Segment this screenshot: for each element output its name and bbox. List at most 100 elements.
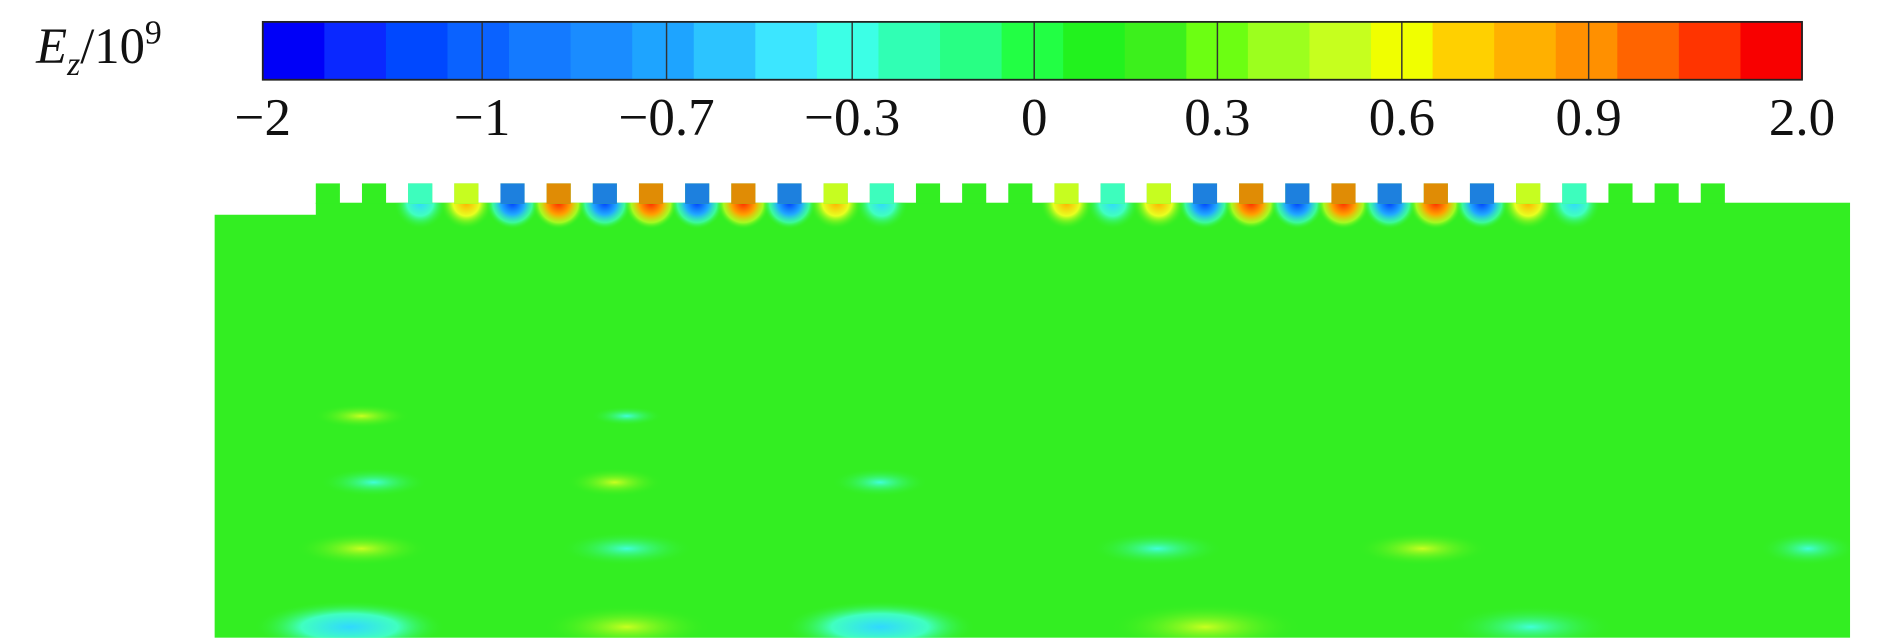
tooth-fill [1100,183,1125,204]
field-patch [253,600,446,638]
label-subscript: z [66,46,80,83]
tooth-fill [638,183,664,204]
colorbar-band [1309,21,1372,80]
tooth-fill [1423,183,1448,204]
colorbar-band [1124,21,1188,80]
field-spot [1039,202,1094,230]
tooth-fill [731,183,756,204]
colorbar-band [1740,21,1803,80]
field-spot [809,202,863,230]
label-rest: /10 [80,18,145,74]
tooth-fill [685,183,710,204]
field-patch [560,531,694,566]
tooth-fill [408,183,433,204]
field-patch [295,531,428,566]
colorbar-band [385,21,449,80]
tooth-fill [546,183,571,204]
tooth [1700,183,1725,204]
colorbar-tick-label: −1 [454,89,510,147]
field-patch [831,467,929,497]
grating-teeth [315,183,1725,204]
tooth-fill [1562,183,1587,204]
colorbar-tick-label: 0.6 [1369,89,1435,147]
tooth-fill [1377,183,1402,204]
colorbar-band [1432,21,1495,80]
field-spot [393,202,447,230]
colorbar-label: Ez/109 [35,15,162,83]
colorbar-band [262,21,326,80]
field-patch [1759,531,1851,566]
field-spot [1132,202,1186,230]
tooth [315,183,340,204]
field-spot [1178,202,1232,230]
field-spot [1547,202,1601,230]
colorbar-band [878,21,941,80]
colorbar-band [447,21,510,80]
field-patch [590,406,663,426]
field-spot [532,202,586,230]
field-patch [783,600,977,638]
field-spot [1501,202,1555,230]
colorbar-band [755,21,818,80]
tooth-fill [869,183,894,204]
colorbar-band [1001,21,1064,80]
field-patch [319,467,428,497]
colorbar-tick-label: 0.3 [1184,89,1250,147]
tooth-fill [1469,183,1495,204]
field-patch [566,467,663,497]
tooth [1008,183,1033,204]
tooth-fill [1239,183,1264,204]
tooth [962,183,987,204]
colorbar-tick-label: −2 [235,89,291,147]
tooth [1608,183,1633,204]
tooth [361,183,387,204]
surface-field [393,202,1601,230]
label-superscript: 9 [145,15,162,52]
field-spot [1409,202,1463,230]
tooth-fill [1285,183,1310,204]
colorbar-band [570,21,633,80]
colorbar-band [1678,21,1742,80]
colorbar-tick-label: −0.7 [618,89,714,147]
field-patch [1356,531,1489,566]
field-spot [1270,202,1324,230]
field-spot [439,202,493,230]
field-patch [1108,602,1302,638]
field-spot [578,202,632,230]
field-spot [716,202,770,230]
field-spot [624,202,678,230]
field-spot [1224,202,1278,230]
field-spot [1086,202,1140,230]
tooth-fill [1054,183,1079,204]
tooth-fill [592,183,617,204]
tooth-fill [1192,183,1218,204]
field-patch [1090,531,1224,566]
tooth-fill [500,183,525,204]
tooth-fill [1331,183,1356,204]
colorbar-band [940,21,1003,80]
colorbar-band [1247,21,1311,80]
colorbar-band [324,21,387,80]
field-spot [762,202,817,230]
colorbar-tick-label: 0 [1021,89,1048,147]
colorbar-frame [261,20,1803,81]
colorbar-band [1063,21,1126,80]
colorbar-band [509,21,572,80]
field-spot [670,202,724,230]
field-spot [1455,202,1509,230]
colorbar-band [632,21,695,80]
colorbar-band [1494,21,1557,80]
tooth-fill [1146,183,1171,204]
colorbar-band [816,21,880,80]
colorbar-band [1617,21,1680,80]
colorbar-tick-label: −0.3 [804,89,900,147]
tooth-fill [777,183,802,204]
field-spot [1316,202,1371,230]
label-symbol: E [35,18,67,74]
tooth-fill [823,183,848,204]
tooth-fill [1516,183,1541,204]
colorbar-tick-label: 0.9 [1556,89,1622,147]
field-plot [214,202,1851,638]
colorbar-band [1555,21,1619,80]
